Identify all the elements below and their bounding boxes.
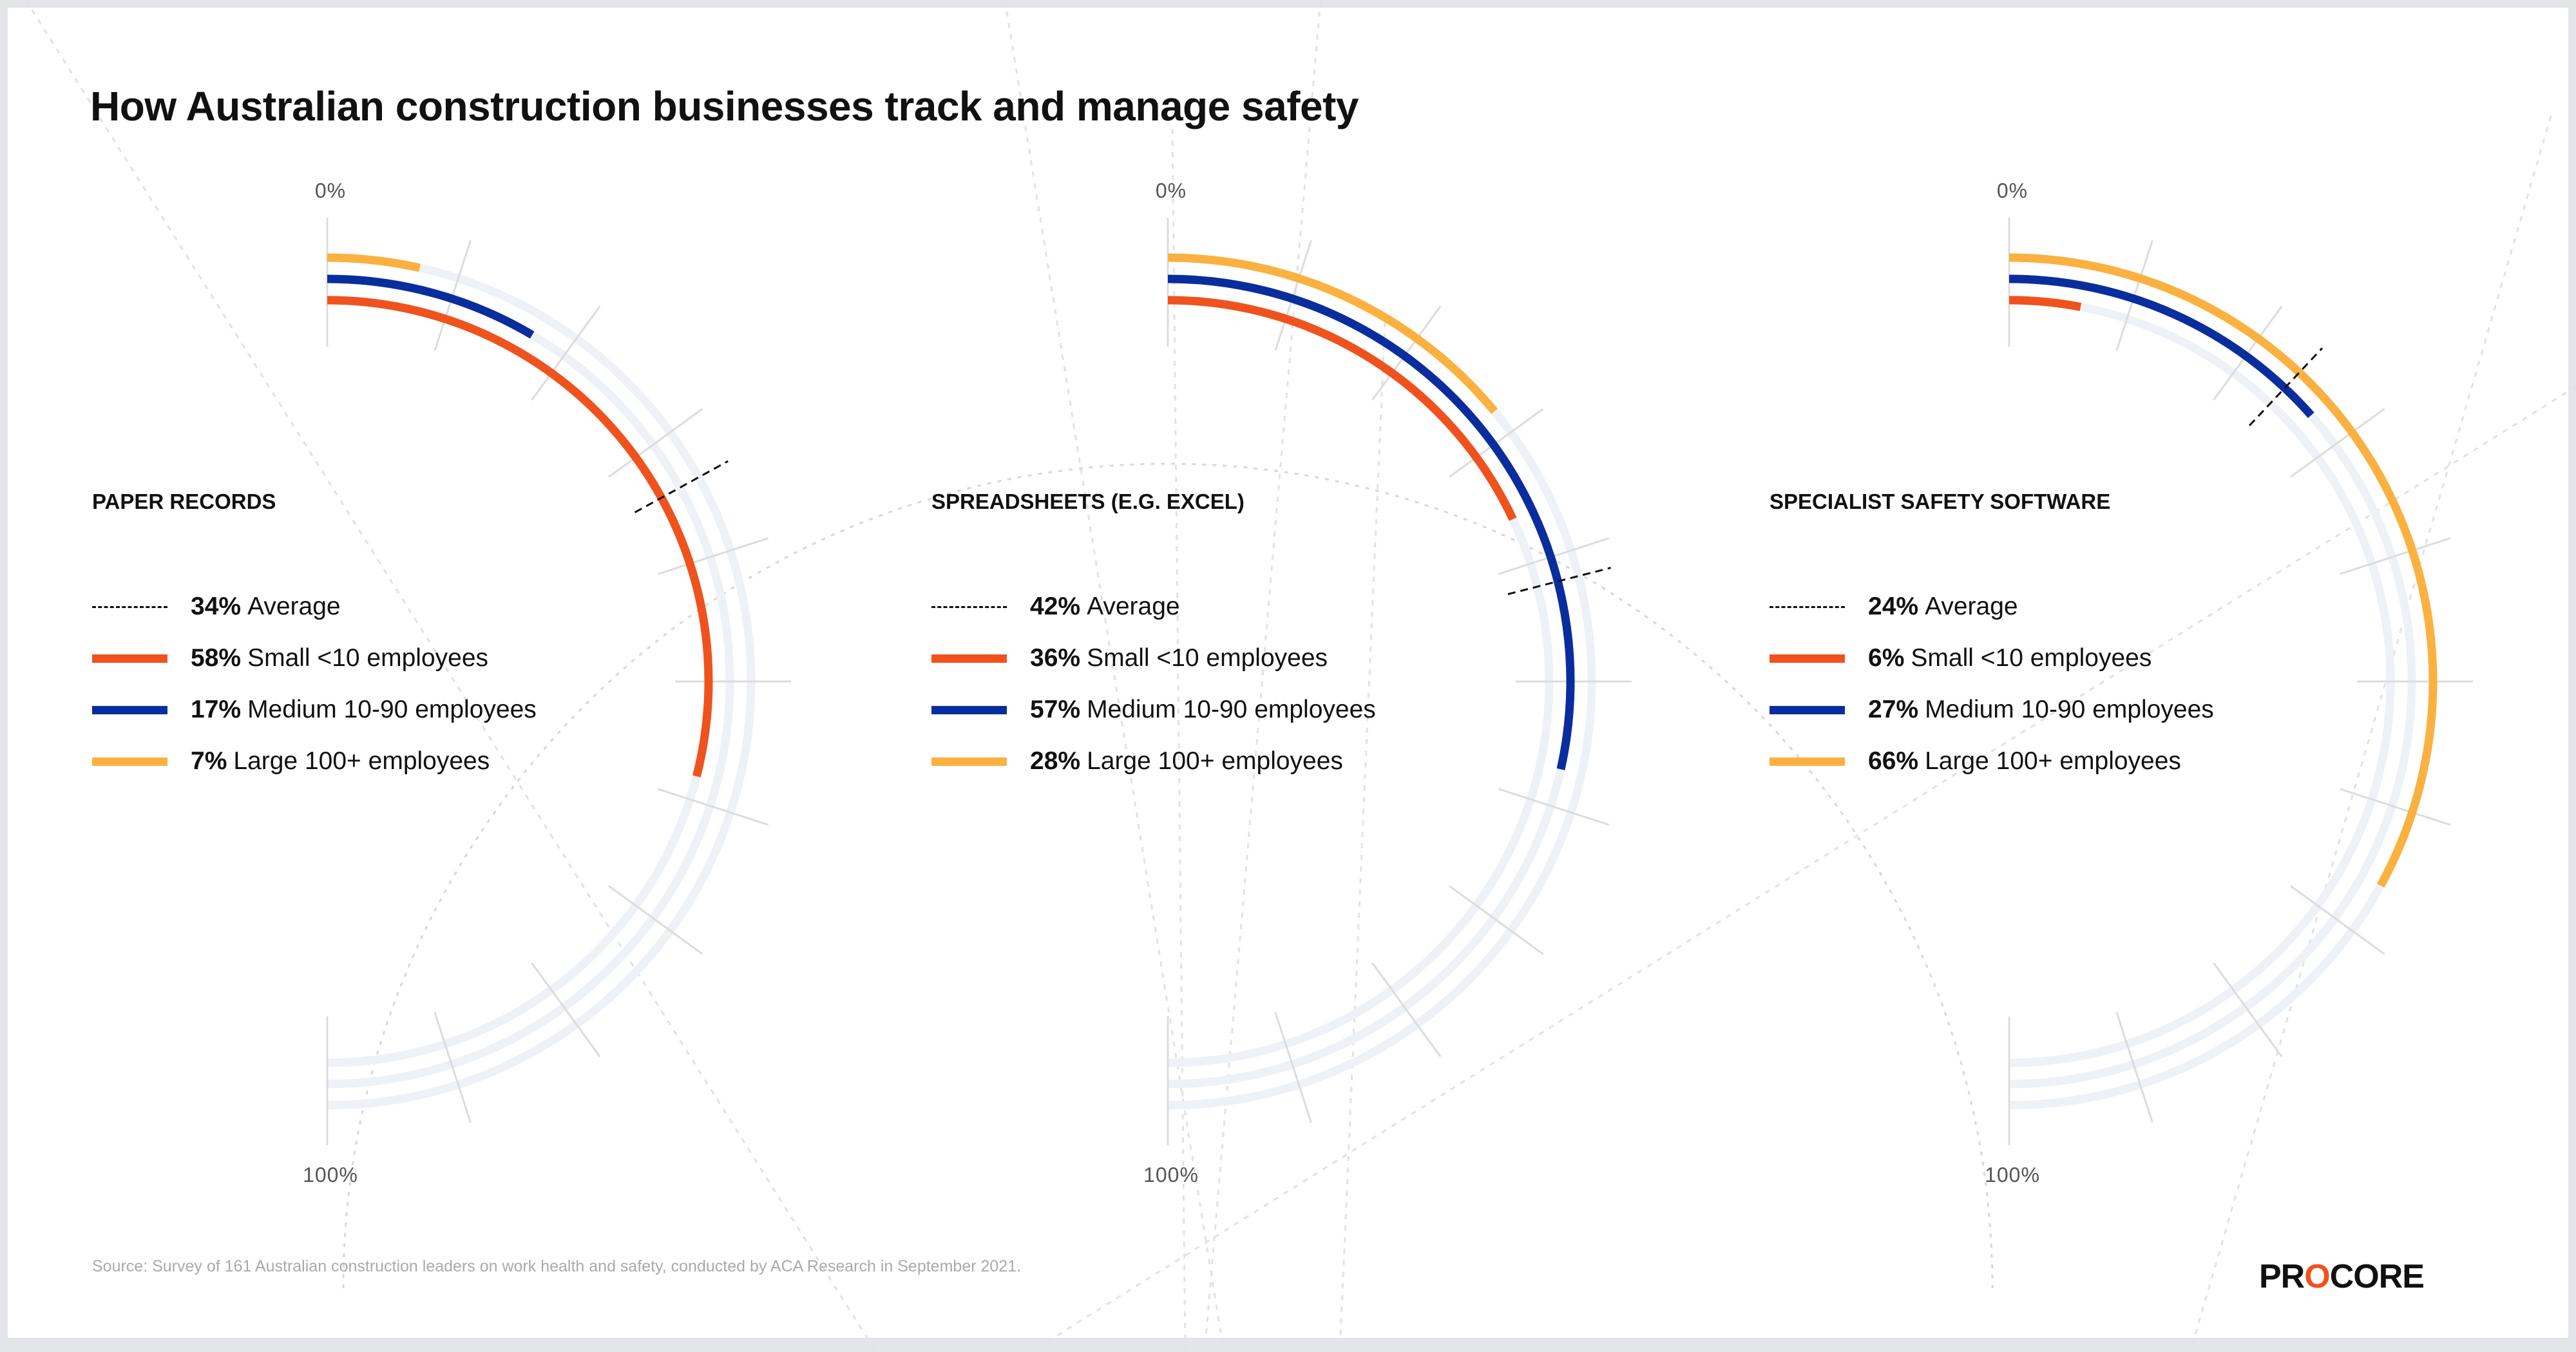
legend-swatch: [931, 654, 1007, 663]
axis-tick: [1498, 788, 1610, 826]
bar-large: [1167, 253, 1498, 414]
legend-swatch: [1770, 705, 1845, 714]
average-marker: [2248, 347, 2323, 426]
legend-label: Small <10 employees: [1911, 644, 2152, 672]
chart-title: PAPER RECORDS: [92, 490, 276, 513]
source-note: Source: Survey of 161 Australian constru…: [92, 1257, 1022, 1275]
legend-swatch: [931, 757, 1007, 766]
legend-small: 36% Small <10 employees: [931, 644, 1328, 672]
axis-label-end: 100%: [1143, 1163, 1199, 1186]
legend-swatch-dashed: [1770, 605, 1845, 608]
bar-small: [2008, 296, 2082, 311]
bar-small: [327, 296, 713, 777]
legend-value: 36%: [1030, 644, 1081, 672]
legend-value: 42%: [1030, 593, 1081, 620]
legend-medium: 57% Medium 10-90 employees: [931, 696, 1376, 724]
chart-title: SPREADSHEETS (E.G. EXCEL): [931, 490, 1245, 513]
legend-average: 24% Average: [1770, 593, 2018, 621]
legend-average: 42% Average: [931, 593, 1180, 621]
legend-label: Large 100+ employees: [1925, 747, 2181, 775]
legend-swatch-dashed: [92, 605, 167, 608]
legend-swatch: [1770, 654, 1845, 663]
legend-value: 6%: [1868, 644, 1905, 672]
legend-value: 28%: [1030, 747, 1081, 775]
axis-tick: [607, 885, 703, 955]
average-marker: [634, 460, 729, 513]
legend-swatch: [92, 705, 167, 714]
average-marker: [1507, 566, 1612, 595]
legend-label: Medium 10-90 employees: [247, 696, 537, 723]
legend-value: 57%: [1030, 696, 1081, 723]
procore-logo: PROCORE: [2259, 1258, 2425, 1295]
legend-swatch-dashed: [931, 605, 1007, 608]
axis-tick: [1274, 1012, 1312, 1123]
axis-tick: [2115, 1012, 2153, 1123]
legend-medium: 17% Medium 10-90 employees: [92, 696, 537, 724]
background-dashed-line: [2189, 115, 2552, 1352]
legend-label: Large 100+ employees: [1087, 747, 1343, 775]
legend-medium: 27% Medium 10-90 employees: [1770, 696, 2214, 724]
legend-swatch: [92, 757, 167, 766]
bar-large: [2008, 253, 2438, 888]
axis-label-start: 0%: [1996, 179, 2028, 202]
axis-tick: [658, 788, 769, 826]
chart-title: SPECIALIST SAFETY SOFTWARE: [1770, 490, 2111, 513]
legend-value: 66%: [1868, 747, 1919, 775]
axis-tick: [2213, 962, 2283, 1058]
bar-medium: [1167, 274, 1575, 770]
arc-track: [327, 274, 734, 1089]
legend-swatch: [1770, 757, 1845, 766]
axis-label-end: 100%: [1985, 1163, 2040, 1186]
legend-swatch: [92, 654, 167, 663]
axis-label-start: 0%: [314, 179, 347, 202]
axis-tick: [2289, 408, 2385, 478]
axis-tick: [1371, 962, 1442, 1058]
legend-value: 27%: [1868, 696, 1919, 723]
legend-average: 34% Average: [92, 593, 341, 621]
axis-tick: [2340, 788, 2451, 826]
axis-tick: [531, 962, 601, 1058]
legend-label: Average: [1087, 593, 1180, 620]
axis-label-end: 100%: [303, 1163, 358, 1186]
legend-label: Small <10 employees: [1087, 644, 1328, 672]
background-dashed-line: [1004, 0, 1225, 1352]
axis-tick: [658, 537, 769, 575]
legend-small: 58% Small <10 employees: [92, 644, 488, 672]
bar-small: [1167, 296, 1517, 521]
legend-swatch: [931, 705, 1007, 714]
legend-label: Average: [247, 593, 341, 620]
legend-label: Medium 10-90 employees: [1087, 696, 1376, 723]
legend-value: 7%: [191, 747, 227, 775]
legend-large: 28% Large 100+ employees: [931, 747, 1343, 776]
legend-value: 24%: [1868, 593, 1919, 620]
bar-medium: [2008, 274, 2314, 418]
background-dashed-line: [1203, 0, 1322, 1352]
legend-label: Small <10 employees: [247, 644, 489, 672]
bar-medium: [327, 274, 535, 339]
legend-value: 17%: [191, 696, 242, 723]
page-title: How Australian construction businesses t…: [90, 83, 1359, 129]
axis-tick: [607, 408, 703, 478]
legend-small: 6% Small <10 employees: [1770, 644, 2151, 672]
legend-value: 58%: [191, 644, 242, 672]
axis-label-start: 0%: [1155, 179, 1187, 202]
axis-tick: [2289, 885, 2385, 955]
legend-large: 66% Large 100+ employees: [1770, 747, 2181, 776]
background-dashed-line: [1030, 385, 2576, 1352]
axis-tick: [2340, 537, 2451, 575]
bar-large: [327, 253, 421, 272]
legend-label: Average: [1925, 593, 2018, 620]
legend-large: 7% Large 100+ employees: [92, 747, 490, 776]
axis-tick: [531, 305, 601, 401]
background-dashed-line: [1339, 321, 1386, 1352]
axis-tick: [434, 1012, 472, 1123]
legend-label: Medium 10-90 employees: [1925, 696, 2214, 723]
legend-value: 34%: [191, 593, 242, 620]
axis-tick: [1448, 885, 1544, 955]
arc-track: [2008, 274, 2416, 1089]
legend-label: Large 100+ employees: [233, 747, 490, 775]
